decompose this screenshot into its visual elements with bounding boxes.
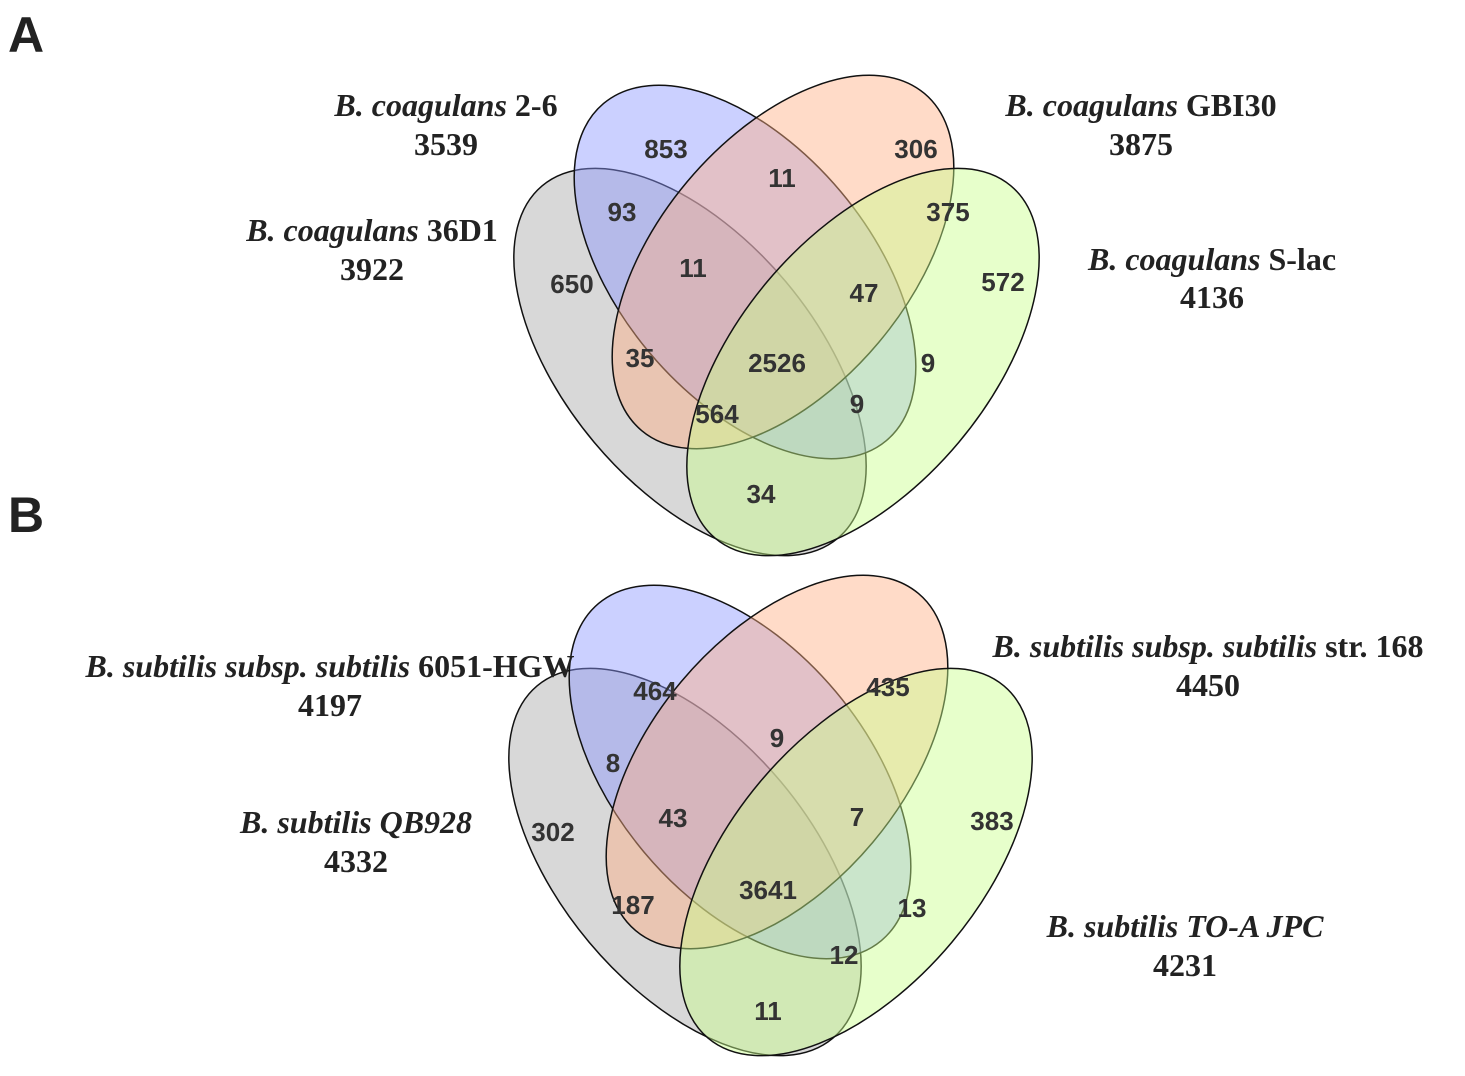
panel-a-label-36d1: B. coagulans 36D1 (245, 212, 498, 248)
panel-a-count-2-6-only: 853 (644, 134, 687, 164)
panel-a-count-36d1-2-6-s-lac: 9 (850, 389, 864, 419)
panel-a-count-2-6-s-lac: 9 (921, 348, 935, 378)
panel-b-count-to-a-jpc-only: 383 (970, 806, 1013, 836)
panel-b-count-qb928-to-a-jpc: 11 (754, 996, 782, 1026)
panel-b-label-6051-hgw: B. subtilis subsp. subtilis 6051-HGW (84, 648, 574, 684)
panel-a-letter: A (8, 7, 44, 63)
panel-a-count-36d1-gbi30: 35 (626, 343, 655, 373)
panel-b-count-6051-hgw-str-168: 9 (770, 723, 784, 753)
panel-a-total-s-lac: 4136 (1180, 279, 1244, 315)
panel-b-count-qb928-str-168: 187 (611, 890, 654, 920)
panel-a-label-gbi30: B. coagulans GBI30 (1004, 87, 1276, 123)
panel-a-count-36d1-gbi30-s-lac: 564 (695, 399, 739, 429)
panel-b-total-qb928: 4332 (324, 843, 388, 879)
panel-b-letter: B (8, 487, 44, 543)
panel-b-total-6051-hgw: 4197 (298, 687, 362, 723)
panel-a-count-36d1-2-6-gbi30: 11 (679, 253, 707, 283)
panel-a-count-gbi30-only: 306 (894, 134, 937, 164)
panel-b-total-to-a-jpc: 4231 (1153, 947, 1217, 983)
panel-b-label-qb928: B. subtilis QB928 (239, 804, 472, 840)
panel-a: A 650 853 306 572 93 11 375 11 47 35 252… (8, 7, 1336, 557)
panel-a-total-36d1: 3922 (340, 251, 404, 287)
panel-a-count-2-6-gbi30: 11 (768, 163, 796, 193)
panel-a-set-s-lac-ellipse (686, 167, 1040, 557)
panel-b-set-6051-hgw-ellipse (568, 584, 912, 960)
panel-a-count-all: 2526 (748, 348, 806, 378)
panel-a-total-gbi30: 3875 (1109, 126, 1173, 162)
panel-a-count-36d1-only: 650 (550, 269, 593, 299)
panel-a-count-36d1-2-6: 93 (608, 197, 637, 227)
panel-a-count-s-lac-only: 572 (981, 267, 1024, 297)
panel-b-count-qb928-only: 302 (531, 817, 574, 847)
panel-a-count-36d1-s-lac: 34 (747, 479, 776, 509)
panel-b-count-qb928-6051-hgw: 8 (606, 748, 620, 778)
panel-a-total-2-6: 3539 (414, 126, 478, 162)
panel-b-count-6051-hgw-only: 464 (633, 676, 677, 706)
panel-b-total-str-168: 4450 (1176, 667, 1240, 703)
panel-b-set-to-a-jpc-ellipse (679, 667, 1033, 1057)
panel-a-count-gbi30-s-lac: 375 (926, 197, 969, 227)
panel-a-set-gbi30-ellipse (611, 74, 955, 450)
panel-b-label-to-a-jpc: B. subtilis TO-A JPC (1046, 908, 1324, 944)
panel-a-label-s-lac: B. coagulans S-lac (1087, 241, 1336, 277)
panel-b: B 302 464 435 383 8 9 43 7 187 3641 13 1… (8, 487, 1424, 1057)
panel-b-count-6051-hgw-to-a-jpc: 13 (898, 893, 927, 923)
panel-b-count-qb928-6051-hgw-str-168: 43 (659, 803, 688, 833)
panel-a-label-2-6: B. coagulans 2-6 (333, 87, 557, 123)
panel-b-count-6051-hgw-str-168-to-a-jpc: 7 (850, 802, 864, 832)
panel-a-set-2-6-ellipse (573, 84, 917, 460)
panel-b-label-str-168: B. subtilis subsp. subtilis str. 168 (992, 628, 1424, 664)
panel-b-count-all: 3641 (739, 875, 797, 905)
panel-a-count-2-6-gbi30-s-lac: 47 (850, 278, 879, 308)
panel-b-count-qb928-6051-hgw-to-a-jpc: 12 (830, 940, 859, 970)
panel-b-count-str-168-only: 435 (866, 672, 909, 702)
